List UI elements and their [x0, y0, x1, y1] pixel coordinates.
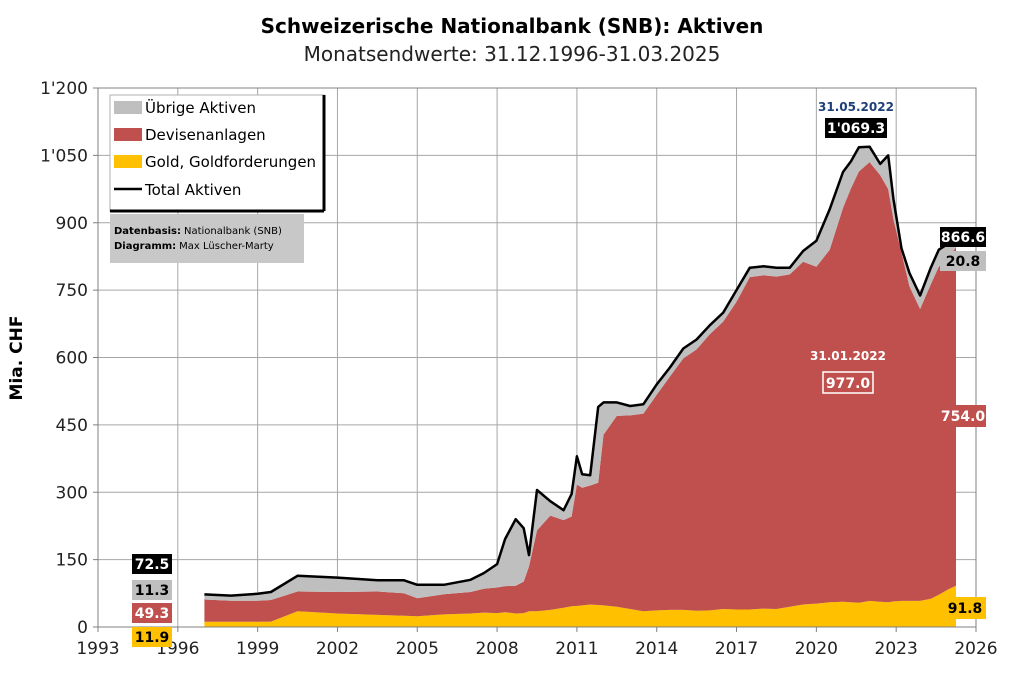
- y-tick-label-6: 900: [56, 214, 88, 234]
- chart-title: Schweizerische Nationalbank (SNB): Aktiv…: [261, 14, 764, 38]
- start-fx-box: [132, 603, 172, 623]
- source-line-1: Datenbasis: Nationalbank (SNB): [114, 226, 282, 237]
- y-axis: 0 150 300 450 600 750 900 1'050 1'200: [40, 79, 98, 638]
- y-tick-label-8: 1'200: [40, 79, 88, 99]
- legend-label-total: Total Aktiven: [144, 181, 241, 199]
- end-fx-label: 754.0: [941, 409, 986, 425]
- peak-value-box: [825, 118, 887, 138]
- legend-swatch-gold: [114, 155, 142, 168]
- x-tick-label-4: 2005: [396, 639, 439, 659]
- source-note: Datenbasis: Nationalbank (SNB) Diagramm: M…: [110, 214, 304, 263]
- y-tick-label-7: 1'050: [40, 146, 88, 166]
- y-tick-label-0: 0: [77, 618, 88, 638]
- x-tick-label-0: 1993: [76, 639, 119, 659]
- x-tick-label-6: 2011: [555, 639, 598, 659]
- peak-value-label: 1'069.3: [827, 121, 885, 137]
- peak-date-label: 31.05.2022: [818, 100, 894, 114]
- start-other-label: 11.3: [135, 583, 170, 599]
- y-tick-label-1: 150: [56, 551, 88, 571]
- legend-label-gold: Gold, Goldforderungen: [145, 153, 316, 171]
- end-other-box: [940, 251, 986, 271]
- x-axis: 1993 1996 1999 2002 2005 2008 2011 2014 2017 2020…: [76, 627, 998, 659]
- area-series-1: [204, 162, 956, 622]
- start-total-label: 72.5: [135, 557, 170, 573]
- stacked-areas: [204, 146, 956, 627]
- x-tick-label-7: 2014: [635, 639, 678, 659]
- fx-peak-date-label: 31.01.2022: [810, 349, 886, 363]
- x-tick-label-2: 1999: [236, 639, 279, 659]
- legend-label-fx: Devisenanlagen: [145, 126, 266, 144]
- end-gold-label: 91.8: [948, 601, 983, 617]
- legend: Übrige Aktiven Devisenanlagen Gold, Gold…: [109, 94, 326, 213]
- end-total-box: [940, 227, 986, 247]
- y-tick-label-2: 300: [56, 483, 88, 503]
- end-other-label: 20.8: [946, 254, 981, 270]
- x-tick-label-8: 2017: [715, 639, 758, 659]
- end-total-label: 866.6: [941, 230, 985, 246]
- x-tick-label-3: 2002: [316, 639, 359, 659]
- start-fx-label: 49.3: [135, 606, 170, 622]
- start-gold-box: [132, 627, 172, 647]
- legend-swatch-other: [114, 101, 142, 114]
- y-tick-label-5: 750: [56, 281, 88, 301]
- total-line: [204, 145, 957, 597]
- x-tick-label-9: 2020: [795, 639, 838, 659]
- y-tick-label-4: 600: [56, 349, 88, 369]
- end-fx-box: [940, 405, 986, 427]
- area-series-0: [204, 585, 956, 627]
- end-gold-box: [944, 597, 986, 619]
- start-total-box: [132, 554, 172, 574]
- y-tick-label-3: 450: [56, 416, 88, 436]
- source-line-2: Diagramm: Max Lüscher-Marty: [114, 241, 274, 252]
- legend-swatch-fx: [114, 128, 142, 141]
- total-series-line: [204, 145, 957, 597]
- y-axis-label: Mia. CHF: [7, 316, 27, 401]
- x-tick-label-10: 2023: [875, 639, 918, 659]
- start-gold-label: 11.9: [135, 630, 170, 646]
- start-other-box: [132, 580, 172, 600]
- fx-peak-value-box: [822, 371, 874, 394]
- x-tick-label-11: 2026: [954, 639, 997, 659]
- chart-subtitle: Monatsendwerte: 31.12.1996-31.03.2025: [304, 42, 721, 66]
- x-tick-label-5: 2008: [475, 639, 518, 659]
- legend-label-other: Übrige Aktiven: [145, 98, 256, 117]
- fx-peak-value-label: 977.0: [826, 376, 871, 392]
